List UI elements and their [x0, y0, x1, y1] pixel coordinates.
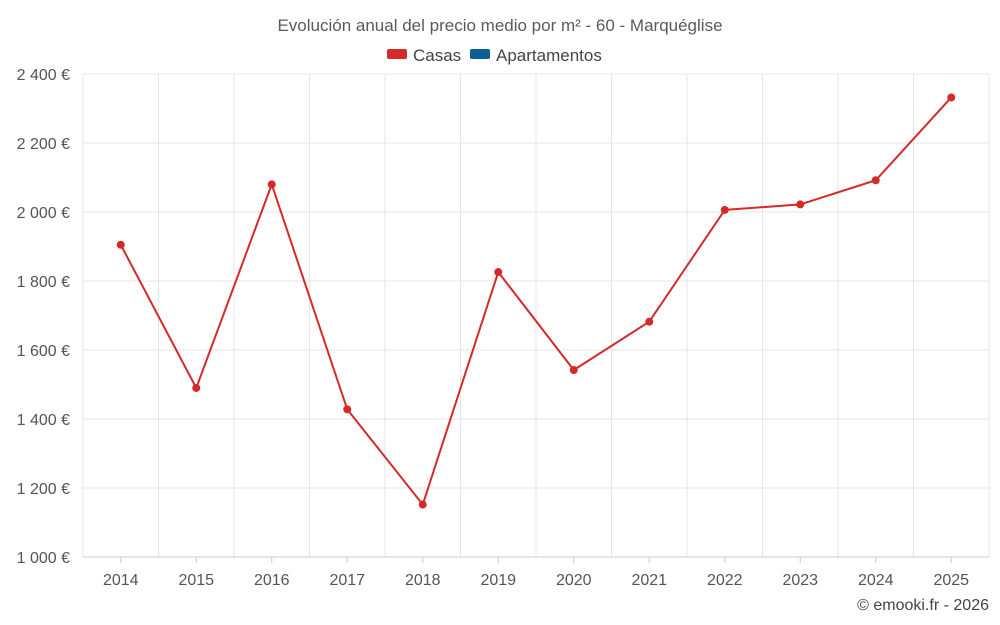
x-tick-label: 2014: [103, 572, 139, 589]
y-tick-label: 2 400 €: [17, 67, 70, 84]
y-tick-label: 1 600 €: [17, 343, 70, 360]
y-tick-label: 1 400 €: [17, 412, 70, 429]
data-point[interactable]: [418, 500, 427, 509]
y-tick-label: 1 800 €: [17, 274, 70, 291]
data-point[interactable]: [796, 200, 805, 209]
data-point[interactable]: [343, 405, 352, 414]
data-point[interactable]: [267, 180, 276, 189]
x-tick-label: 2023: [782, 572, 818, 589]
y-axis: 1 000 € 1 200 € 1 400 € 1 600 € 1 800 € 2 000…: [17, 67, 70, 567]
legend-swatch-casas: [387, 49, 407, 59]
data-point[interactable]: [494, 268, 503, 277]
x-axis: 2014 2015 2016 2017 2018 2019 2020 2021 2022 2023…: [103, 557, 969, 589]
x-tick-label: 2015: [178, 572, 214, 589]
series-line-casas: [119, 96, 952, 506]
data-point[interactable]: [192, 383, 201, 392]
data-point[interactable]: [947, 93, 956, 102]
y-tick-label: 1 200 €: [17, 481, 70, 498]
legend-swatch-apartamentos: [470, 49, 490, 59]
data-point[interactable]: [569, 366, 578, 375]
data-point[interactable]: [720, 205, 729, 214]
grid-lines: [82, 73, 990, 558]
x-tick-label: 2020: [556, 572, 592, 589]
x-tick-label: 2025: [933, 572, 969, 589]
series-layer: [116, 93, 956, 509]
chart-title: Evolución anual del precio medio por m² …: [277, 16, 722, 35]
legend: Casas Apartamentos: [387, 46, 602, 65]
data-point[interactable]: [871, 176, 880, 185]
legend-label-casas: Casas: [413, 46, 461, 65]
data-point[interactable]: [116, 240, 125, 249]
legend-item-apartamentos[interactable]: Apartamentos: [470, 46, 602, 65]
legend-label-apartamentos: Apartamentos: [496, 46, 602, 65]
credit-text: © emooki.fr - 2026: [857, 597, 989, 614]
y-tick-label: 1 000 €: [17, 550, 70, 567]
x-tick-label: 2021: [631, 572, 667, 589]
x-tick-label: 2017: [329, 572, 365, 589]
x-tick-label: 2024: [858, 572, 894, 589]
x-tick-label: 2022: [707, 572, 743, 589]
x-tick-label: 2018: [405, 572, 441, 589]
x-tick-label: 2019: [480, 572, 516, 589]
y-tick-label: 2 200 €: [17, 136, 70, 153]
x-tick-label: 2016: [254, 572, 290, 589]
data-point[interactable]: [645, 317, 654, 326]
legend-item-casas[interactable]: Casas: [387, 46, 461, 65]
y-tick-label: 2 000 €: [17, 205, 70, 222]
